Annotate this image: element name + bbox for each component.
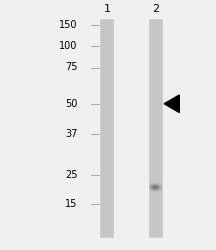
Bar (0, 0, 99, 250)
Text: 1: 1 (103, 4, 110, 14)
Text: 150: 150 (59, 20, 78, 30)
Text: 75: 75 (65, 62, 78, 72)
Polygon shape (164, 95, 179, 112)
Bar (163, 0, 216, 250)
Text: 37: 37 (65, 129, 78, 139)
Text: 25: 25 (65, 170, 78, 180)
Text: 15: 15 (65, 199, 78, 209)
Bar (114, 0, 148, 250)
Text: 100: 100 (59, 41, 78, 51)
Bar (0, 0, 216, 18)
Text: 50: 50 (65, 99, 78, 109)
Text: 2: 2 (152, 4, 159, 14)
FancyBboxPatch shape (99, 18, 114, 237)
Bar (0, 238, 216, 250)
FancyBboxPatch shape (148, 18, 163, 237)
